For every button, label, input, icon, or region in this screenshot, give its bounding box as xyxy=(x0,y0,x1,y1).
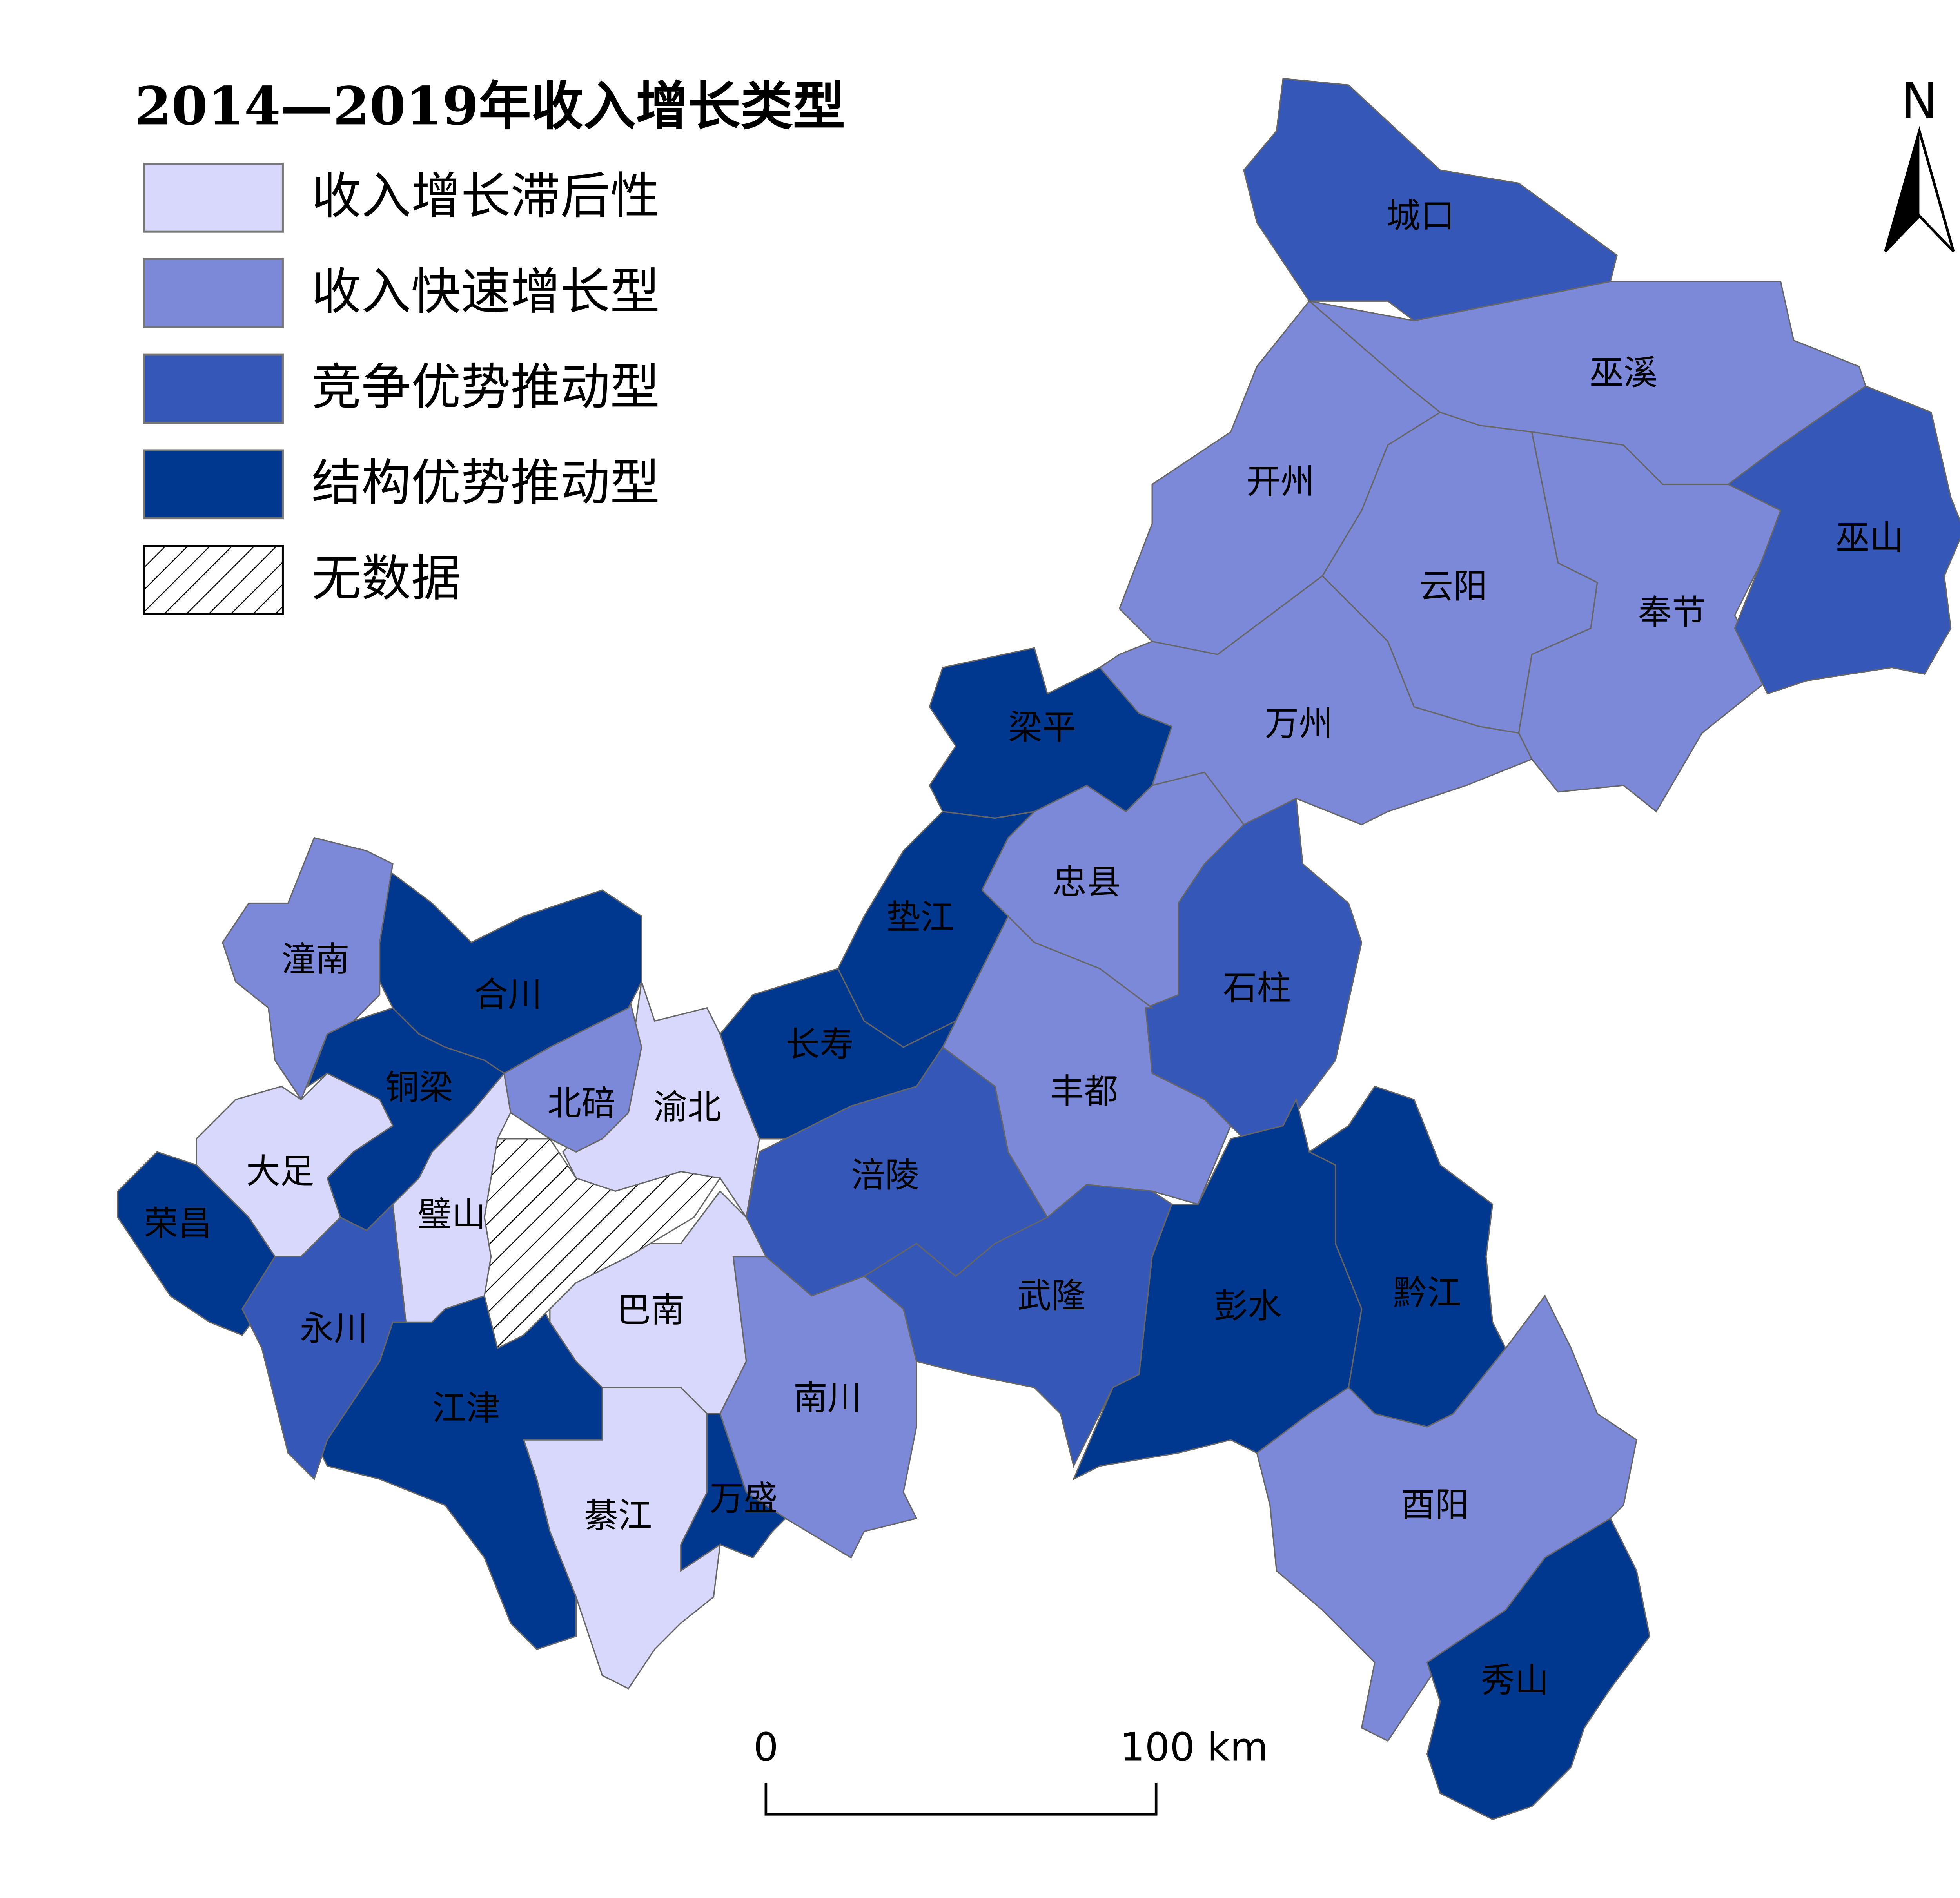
district-label: 涪陵 xyxy=(851,1155,919,1195)
district-label: 巫山 xyxy=(1836,518,1904,558)
district-label: 奉节 xyxy=(1638,593,1706,632)
district-label: 璧山 xyxy=(417,1195,486,1235)
legend-swatch-lagging xyxy=(143,163,284,233)
scale-end-label: 100 km xyxy=(1120,1724,1269,1770)
district-label: 石柱 xyxy=(1223,968,1291,1008)
district-label: 黔江 xyxy=(1393,1273,1461,1313)
district-label: 彭水 xyxy=(1214,1286,1282,1326)
district-label: 城口 xyxy=(1387,196,1455,236)
district-region xyxy=(1256,1294,1637,1742)
district-region xyxy=(1426,1517,1651,1820)
district-label: 酉阳 xyxy=(1401,1485,1469,1525)
district-label: 铜梁 xyxy=(385,1068,453,1108)
district-region xyxy=(1727,385,1960,695)
district-label: 巫溪 xyxy=(1590,353,1658,393)
district-region xyxy=(392,1071,512,1323)
scale-bar: 0 100 km xyxy=(753,1724,1269,1816)
north-label: N xyxy=(1901,72,1938,130)
district-label: 忠县 xyxy=(1053,862,1121,902)
map-title: 2014—2019年收入增长类型 xyxy=(135,75,845,137)
legend-swatch-structural xyxy=(143,449,284,520)
district-label: 万州 xyxy=(1265,704,1333,743)
district-label: 綦江 xyxy=(584,1496,652,1535)
district-label: 渝北 xyxy=(653,1088,722,1127)
district-label: 丰都 xyxy=(1050,1072,1118,1111)
legend-label-lagging: 收入增长滞后性 xyxy=(312,167,660,225)
district-label: 巴南 xyxy=(617,1291,685,1330)
district-region xyxy=(549,1190,767,1414)
district-label: 大足 xyxy=(246,1151,314,1191)
district-label: 梁平 xyxy=(1008,708,1076,747)
legend-swatch-nodata xyxy=(143,545,284,615)
legend-swatch-competitive xyxy=(143,353,284,424)
district-region xyxy=(221,837,394,1101)
district-label: 合川 xyxy=(474,975,542,1015)
legend-label-competitive: 竞争优势推动型 xyxy=(312,358,660,416)
district-label: 开州 xyxy=(1247,462,1315,501)
district-label: 垫江 xyxy=(886,898,955,937)
legend-label-structural: 结构优势推动型 xyxy=(312,453,660,511)
district-label: 荣昌 xyxy=(144,1204,212,1244)
legend-swatch-fast xyxy=(143,258,284,328)
district-label: 永川 xyxy=(300,1309,368,1348)
district-label: 秀山 xyxy=(1481,1661,1549,1700)
legend-label-nodata: 无数据 xyxy=(312,549,461,607)
district-label: 长寿 xyxy=(786,1024,854,1064)
district-region xyxy=(241,1203,407,1481)
legend-label-fast: 收入快速增长型 xyxy=(312,263,660,321)
north-arrow: N xyxy=(1884,72,1955,252)
district-label: 北碚 xyxy=(547,1084,615,1123)
district-label: 武隆 xyxy=(1017,1276,1085,1316)
legend: 2014—2019年收入增长类型 收入增长滞后性收入快速增长型竞争优势推动型结构… xyxy=(135,75,845,615)
district-layer xyxy=(117,78,1960,1820)
scale-start-label: 0 xyxy=(753,1724,779,1770)
district-label: 江津 xyxy=(432,1389,500,1428)
district-label: 潼南 xyxy=(281,939,350,979)
district-label: 南川 xyxy=(793,1378,862,1418)
district-label: 云阳 xyxy=(1419,567,1488,606)
district-label: 万盛 xyxy=(710,1479,778,1518)
